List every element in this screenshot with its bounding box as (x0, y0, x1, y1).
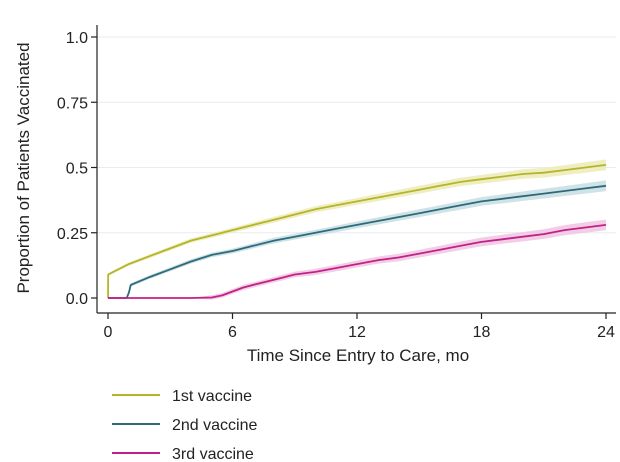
y-tick-label: 1.0 (66, 30, 88, 47)
y-tick-label: 0.0 (66, 291, 88, 308)
confidence-band (108, 159, 606, 298)
legend-label: 1st vaccine (172, 388, 252, 405)
y-tick-label: 0.5 (66, 161, 88, 178)
y-tick-label: 0.25 (57, 226, 88, 243)
x-tick-label: 24 (597, 324, 615, 341)
series-line (108, 224, 607, 299)
x-tick-label: 6 (228, 324, 237, 341)
y-axis-title: Proportion of Patients Vaccinated (14, 42, 33, 293)
x-tick-label: 0 (104, 324, 113, 341)
series-line (108, 184, 607, 299)
legend-label: 2nd vaccine (172, 417, 257, 434)
axes (91, 25, 616, 319)
legend: 1st vaccine 2nd vaccine 3rd vaccine (112, 388, 257, 462)
confidence-band (108, 219, 606, 300)
confidence-bands (108, 159, 606, 300)
series-line (107, 164, 607, 299)
x-tick-label: 12 (348, 324, 366, 341)
y-tick-label: 0.75 (57, 95, 88, 112)
x-axis-title: Time Since Entry to Care, mo (247, 346, 469, 365)
y-tick-labels: 0.0 0.25 0.5 0.75 1.0 (57, 30, 88, 308)
legend-label: 3rd vaccine (172, 446, 254, 462)
series-lines (107, 164, 607, 299)
x-tick-labels: 0 6 12 18 24 (104, 324, 615, 341)
x-tick-label: 18 (473, 324, 491, 341)
